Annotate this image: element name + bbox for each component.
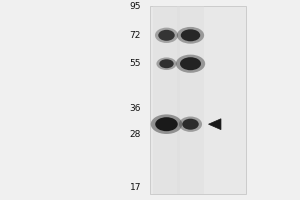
Ellipse shape: [180, 57, 201, 70]
Bar: [153, 6, 180, 194]
Bar: [177, 6, 204, 194]
Ellipse shape: [176, 55, 205, 73]
Ellipse shape: [159, 59, 174, 68]
Ellipse shape: [155, 117, 178, 131]
Text: 36: 36: [130, 104, 141, 113]
Ellipse shape: [151, 114, 182, 134]
Ellipse shape: [158, 30, 175, 41]
Bar: [150, 6, 246, 194]
Text: 55: 55: [130, 59, 141, 68]
Ellipse shape: [179, 117, 202, 132]
Ellipse shape: [177, 27, 204, 44]
Text: 72: 72: [130, 31, 141, 40]
Text: 95: 95: [130, 2, 141, 11]
Ellipse shape: [182, 119, 199, 130]
Ellipse shape: [181, 29, 200, 41]
Ellipse shape: [155, 28, 178, 43]
Text: 17: 17: [130, 183, 141, 192]
Ellipse shape: [156, 57, 177, 70]
Text: 28: 28: [130, 130, 141, 139]
Polygon shape: [208, 119, 221, 130]
